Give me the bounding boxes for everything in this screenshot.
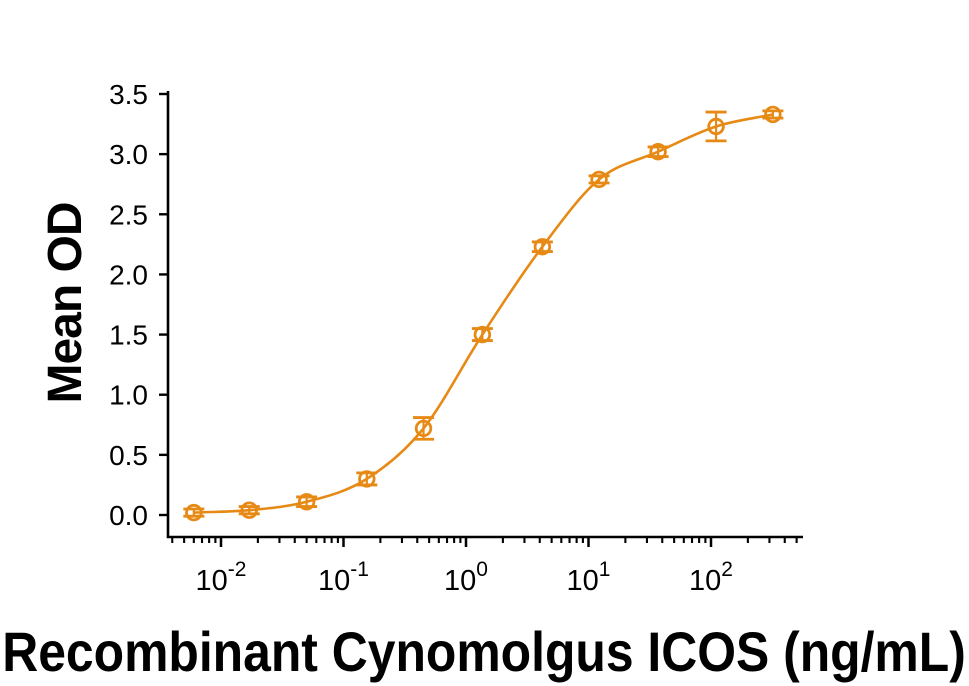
y-tick-label: 0.5 (109, 440, 148, 471)
x-axis-ticks: 10-2 10-1 100 101 102 (171, 537, 798, 597)
y-tick-label: 2.0 (109, 259, 148, 290)
data-point-marker (358, 470, 376, 488)
data-point-marker (533, 238, 552, 256)
y-tick-label: 1.0 (109, 380, 148, 411)
data-point-marker (240, 501, 258, 519)
y-axis-title: Mean OD (39, 202, 92, 404)
data-point-marker (414, 419, 433, 438)
y-tick-label: 3.0 (109, 139, 148, 170)
x-axis-title: Recombinant Cynomolgus ICOS (ng/mL) (2, 620, 966, 683)
axes (166, 91, 803, 539)
data-points (185, 105, 782, 522)
data-point-marker (185, 503, 203, 522)
x-tick-label: 102 (689, 558, 733, 597)
data-point-marker (764, 105, 782, 124)
data-point-marker (473, 325, 492, 344)
y-tick-label: 0.0 (109, 500, 148, 531)
y-tick-label: 2.5 (109, 199, 148, 230)
x-tick-label: 10-2 (196, 558, 247, 597)
dose-response-curve (193, 113, 774, 514)
y-tick-label: 3.5 (109, 79, 148, 110)
y-axis-ticks: 0.0 0.5 1.0 1.5 2.0 2.5 3.0 3.5 (109, 79, 168, 531)
data-point-marker (649, 143, 667, 161)
error-bars (183, 109, 784, 518)
y-tick-label: 1.5 (109, 320, 148, 351)
x-tick-label: 10-1 (318, 558, 369, 597)
data-point-marker (297, 493, 316, 511)
data-point-marker (590, 170, 608, 189)
data-point-marker (707, 117, 725, 136)
x-tick-label: 100 (444, 558, 488, 597)
x-tick-label: 101 (567, 558, 611, 597)
